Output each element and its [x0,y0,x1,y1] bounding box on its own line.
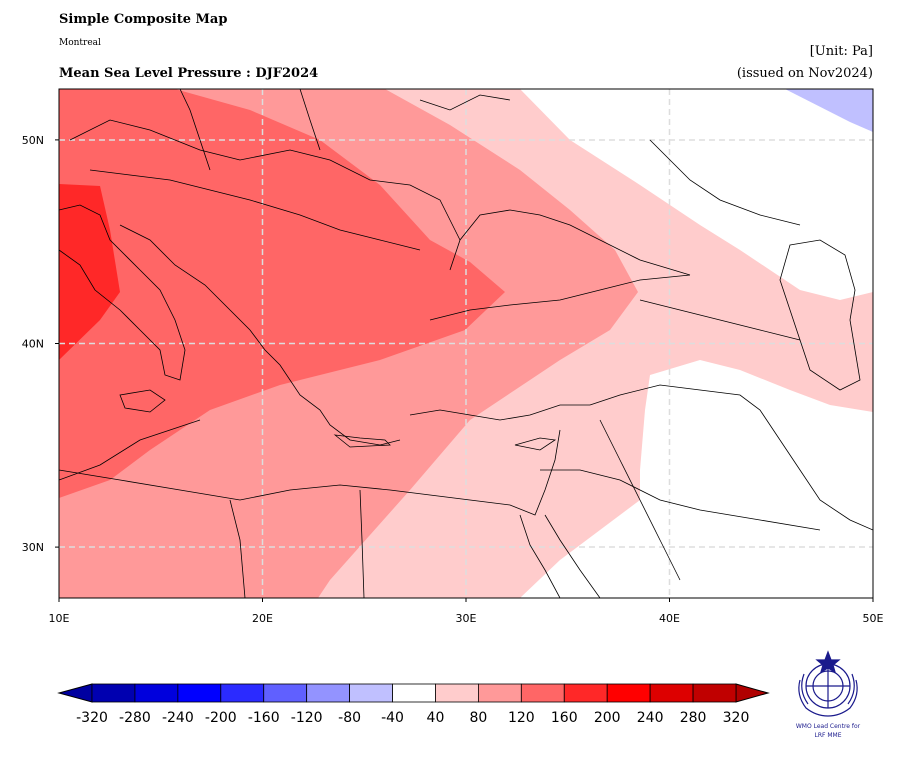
colorbar-label: 280 [680,710,707,726]
colorbar-label: -200 [205,710,237,726]
colorbar-label: -40 [381,710,404,726]
colorbar-label: 120 [508,710,535,726]
colorbar-label: 80 [469,710,487,726]
colorbar-label: 160 [551,710,578,726]
colorbar-segment [91,683,136,703]
pressure-map: 10E 20E 30E 40E 50E 30N 40N 50N [22,88,884,625]
colorbar-label: 320 [723,710,750,726]
colorbar-segment [520,683,565,703]
issued-label: (issued on Nov2024) [736,66,873,81]
fill-band-120-160 [59,89,505,498]
lat-tick-label: 40N [22,338,44,351]
map-header-subtitle: Montreal [59,38,101,48]
map-title: Mean Sea Level Pressure : DJF2024 [59,66,319,81]
colorbar-segment [263,683,308,703]
logo-line2: LRF MME [814,732,841,739]
lon-tick-label: 40E [659,612,680,625]
lon-tick-label: 30E [456,612,477,625]
colorbar-label: -320 [76,710,108,726]
lat-tick-label: 30N [22,541,44,554]
colorbar-segment [477,683,522,703]
fill-band-neutral-ne [520,89,873,300]
lat-tick-label: 50N [22,134,44,147]
fill-band-neg40-neg80 [785,89,873,132]
coastlines [59,89,873,598]
colorbar-segment [134,683,179,703]
colorbar-segment [435,683,479,703]
colorbar-label: -240 [162,710,194,726]
wmo-emblem-icon: WMO Lead Centre for LRF MME [796,650,861,739]
colorbar-segment [306,683,350,703]
lon-tick-label: 50E [863,612,884,625]
colorbar-segment [220,683,265,703]
fill-band-160-200 [59,184,120,360]
lon-tick-label: 10E [49,612,70,625]
graticule [59,89,873,598]
colorbar-label: -80 [338,710,361,726]
map-ticks: 10E 20E 30E 40E 50E 30N 40N 50N [22,134,884,625]
colorbar-segment [692,683,737,703]
lon-tick-label: 20E [252,612,273,625]
colorbar-label: 200 [594,710,621,726]
colorbar-label: -120 [291,710,323,726]
colorbar-segment [649,683,694,703]
colorbar-segment [563,683,608,703]
colorbar-under-arrow [57,683,93,703]
colorbar-label: -160 [248,710,280,726]
logo-line1: WMO Lead Centre for [796,723,861,730]
map-header-title: Simple Composite Map [59,12,228,27]
colorbar-label: -280 [119,710,151,726]
colorbar-segment [392,683,436,703]
colorbar-segment [606,683,651,703]
fill-band-neutral-se [520,360,873,598]
colorbar-label: 40 [427,710,445,726]
colorbar-over-arrow [735,683,770,703]
colorbar-segment [177,683,222,703]
unit-label: [Unit: Pa] [809,44,873,59]
colorbar-label: 240 [637,710,664,726]
colorbar-segment [349,683,393,703]
